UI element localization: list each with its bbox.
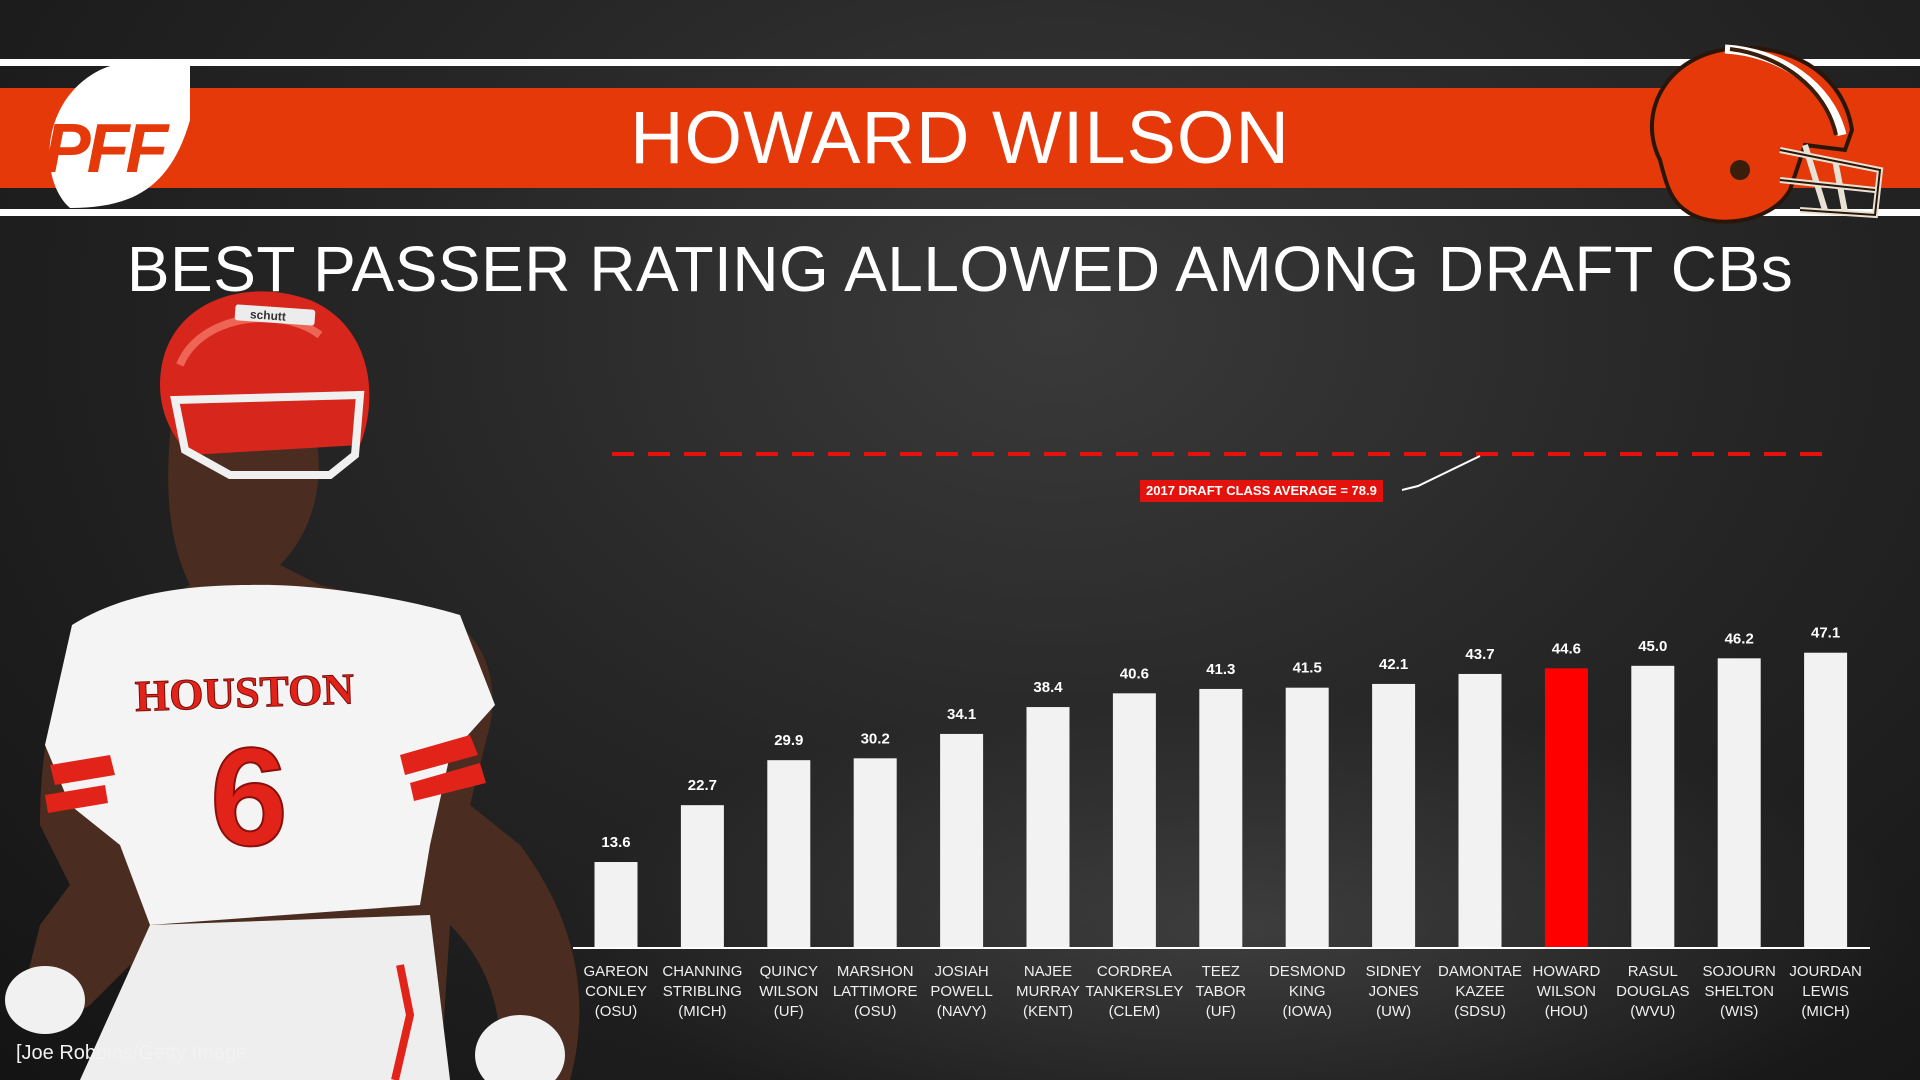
category-label-13-1: SHELTON xyxy=(1704,983,1773,1000)
category-label-4-1: POWELL xyxy=(930,983,993,1000)
category-label-5-0: NAJEE xyxy=(1024,963,1072,980)
category-label-13-0: SOJOURN xyxy=(1703,963,1776,980)
category-label-3-0: MARSHON xyxy=(837,963,914,980)
category-label-14-0: JOURDAN xyxy=(1789,963,1862,980)
value-label-1: 22.7 xyxy=(688,777,717,794)
value-label-5: 38.4 xyxy=(1033,679,1063,696)
category-label-8-1: KING xyxy=(1289,983,1326,1000)
category-label-7-0: TEEZ xyxy=(1202,963,1240,980)
bar-6 xyxy=(1112,693,1156,947)
bar-10 xyxy=(1458,673,1502,947)
bar-8 xyxy=(1285,687,1329,947)
category-label-11-0: HOWARD xyxy=(1533,963,1601,980)
bar-11 xyxy=(1544,668,1588,947)
category-label-12-2: (WVU) xyxy=(1630,1003,1675,1020)
category-label-13-2: (WIS) xyxy=(1720,1003,1758,1020)
jersey-number-text: 6 xyxy=(210,718,288,875)
pff-logo: PFF xyxy=(44,60,190,208)
category-label-6-1: TANKERSLEY xyxy=(1085,983,1183,1000)
bar-12 xyxy=(1631,665,1675,947)
category-label-1-2: (MICH) xyxy=(678,1003,726,1020)
category-label-8-0: DESMOND xyxy=(1269,963,1346,980)
value-label-14: 47.1 xyxy=(1811,625,1840,642)
banner-top-stripe xyxy=(0,59,1920,66)
category-label-0-0: GAREON xyxy=(583,963,648,980)
category-label-12-1: DOUGLAS xyxy=(1616,983,1689,1000)
category-label-4-2: (NAVY) xyxy=(937,1003,987,1020)
value-label-12: 45.0 xyxy=(1638,638,1667,655)
jersey-school-text: HOUSTON xyxy=(134,664,355,721)
value-label-7: 41.3 xyxy=(1206,661,1235,678)
pff-logo-text: PFF xyxy=(44,109,170,187)
value-label-13: 46.2 xyxy=(1725,630,1754,647)
value-label-8: 41.5 xyxy=(1293,660,1322,677)
banner-bottom-stripe xyxy=(0,209,1920,216)
value-label-11: 44.6 xyxy=(1552,640,1581,657)
value-label-0: 13.6 xyxy=(601,834,630,851)
value-label-6: 40.6 xyxy=(1120,665,1149,682)
category-label-10-0: DAMONTAE xyxy=(1438,963,1522,980)
category-label-1-0: CHANNING xyxy=(662,963,742,980)
value-label-9: 42.1 xyxy=(1379,656,1408,673)
player-photo: HOUSTON 6 schutt xyxy=(5,291,580,1080)
chart-title: BEST PASSER RATING ALLOWED AMONG DRAFT C… xyxy=(126,233,1794,305)
category-label-12-0: RASUL xyxy=(1628,963,1678,980)
category-label-7-2: (UF) xyxy=(1206,1003,1236,1020)
category-label-2-0: QUINCY xyxy=(760,963,818,980)
category-label-10-1: KAZEE xyxy=(1455,983,1504,1000)
helmet-brand-text: schutt xyxy=(250,307,287,323)
category-label-5-1: MURRAY xyxy=(1016,983,1080,1000)
value-label-10: 43.7 xyxy=(1465,646,1494,663)
value-label-4: 34.1 xyxy=(947,706,976,723)
category-label-4-0: JOSIAH xyxy=(935,963,989,980)
category-label-11-2: (HOU) xyxy=(1545,1003,1588,1020)
category-label-9-2: (UW) xyxy=(1376,1003,1411,1020)
category-label-14-1: LEWIS xyxy=(1802,983,1849,1000)
category-label-0-2: (OSU) xyxy=(595,1003,638,1020)
value-label-3: 30.2 xyxy=(861,730,890,747)
category-label-9-1: JONES xyxy=(1369,983,1419,1000)
category-label-7-1: TABOR xyxy=(1196,983,1247,1000)
browns-helmet-icon xyxy=(1649,44,1884,224)
bar-3 xyxy=(853,758,897,947)
bar-5 xyxy=(1026,707,1070,947)
bar-4 xyxy=(940,733,984,947)
category-label-1-1: STRIBLING xyxy=(663,983,742,1000)
category-label-11-1: WILSON xyxy=(1537,983,1596,1000)
category-label-0-1: CONLEY xyxy=(585,983,647,1000)
bar-0 xyxy=(594,862,638,947)
category-label-6-2: (CLEM) xyxy=(1109,1003,1161,1020)
category-label-10-2: (SDSU) xyxy=(1454,1003,1506,1020)
category-label-3-2: (OSU) xyxy=(854,1003,897,1020)
player-name-title: HOWARD WILSON xyxy=(630,96,1290,179)
category-label-2-1: WILSON xyxy=(759,983,818,1000)
category-label-8-2: (IOWA) xyxy=(1282,1003,1331,1020)
photo-credit: [Joe Robbins/Getty Image xyxy=(16,1042,248,1064)
title-banner xyxy=(0,88,1920,188)
value-label-2: 29.9 xyxy=(774,732,803,749)
average-line-label: 2017 DRAFT CLASS AVERAGE = 78.9 xyxy=(1140,480,1383,502)
bar-7 xyxy=(1199,688,1243,947)
category-label-5-2: (KENT) xyxy=(1023,1003,1073,1020)
bar-2 xyxy=(767,760,811,947)
bar-14 xyxy=(1804,652,1848,947)
category-label-2-2: (UF) xyxy=(774,1003,804,1020)
bar-9 xyxy=(1372,683,1416,947)
bar-1 xyxy=(680,805,724,947)
category-label-9-0: SIDNEY xyxy=(1366,963,1422,980)
category-label-14-2: (MICH) xyxy=(1801,1003,1849,1020)
category-label-6-0: CORDREA xyxy=(1097,963,1172,980)
bar-13 xyxy=(1717,658,1761,947)
category-label-3-1: LATTIMORE xyxy=(833,983,918,1000)
average-label-connector xyxy=(1401,455,1481,491)
